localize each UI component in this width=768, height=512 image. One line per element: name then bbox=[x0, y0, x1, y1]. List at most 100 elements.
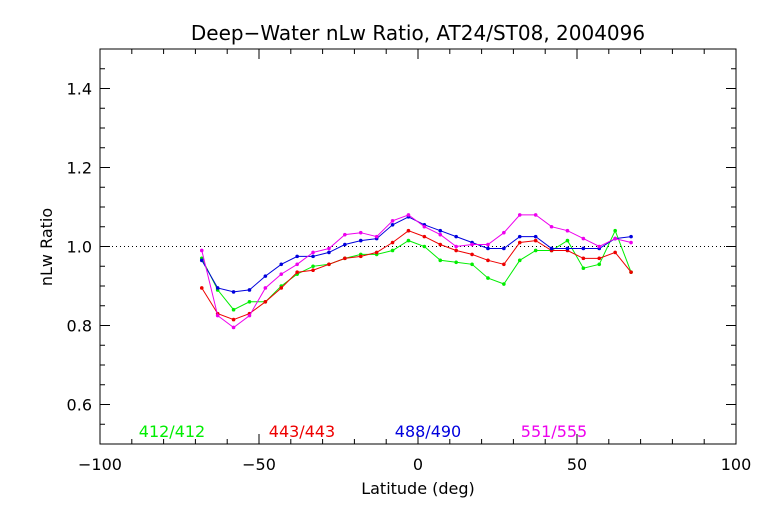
data-point bbox=[517, 234, 522, 239]
data-point bbox=[199, 258, 204, 263]
data-point bbox=[358, 230, 363, 235]
series-group bbox=[199, 213, 633, 330]
data-point bbox=[422, 244, 427, 249]
legend-entry: 488/490 bbox=[395, 422, 461, 441]
series-line bbox=[201, 230, 632, 321]
y-tick-label: 0.8 bbox=[67, 317, 92, 336]
data-point bbox=[390, 219, 395, 223]
series-line bbox=[201, 214, 632, 329]
data-point bbox=[231, 317, 236, 322]
y-tick-label: 1.2 bbox=[67, 159, 92, 178]
y-tick-label: 1.0 bbox=[67, 238, 92, 257]
data-point bbox=[327, 250, 331, 255]
data-point bbox=[358, 254, 363, 259]
x-tick-label: 100 bbox=[721, 455, 752, 474]
data-point bbox=[311, 264, 315, 269]
data-point bbox=[199, 286, 204, 290]
data-point bbox=[533, 238, 538, 243]
data-point bbox=[327, 262, 331, 267]
legend-entry: 412/412 bbox=[139, 422, 205, 441]
data-point bbox=[486, 246, 490, 251]
data-point bbox=[517, 240, 522, 245]
data-point bbox=[502, 262, 506, 267]
data-point bbox=[279, 272, 284, 276]
data-point bbox=[533, 234, 538, 239]
data-point bbox=[486, 242, 490, 247]
data-point bbox=[549, 246, 554, 251]
data-point bbox=[327, 246, 331, 251]
data-point bbox=[581, 266, 586, 271]
legend: 412/412 443/443 488/490 551/555 bbox=[139, 422, 587, 441]
data-point bbox=[422, 234, 427, 239]
data-point bbox=[597, 244, 602, 249]
data-point bbox=[406, 228, 411, 233]
data-point bbox=[263, 300, 268, 304]
data-point bbox=[438, 258, 443, 263]
data-point bbox=[374, 234, 379, 239]
data-point bbox=[231, 325, 236, 330]
x-axis-label: Latitude (deg) bbox=[361, 479, 475, 498]
data-point bbox=[549, 224, 554, 229]
legend-entry: 551/555 bbox=[521, 422, 587, 441]
data-point bbox=[311, 254, 315, 259]
data-point bbox=[613, 250, 617, 255]
data-point bbox=[279, 286, 284, 290]
data-point bbox=[502, 246, 506, 251]
series-551-555 bbox=[199, 213, 633, 330]
data-point bbox=[454, 248, 458, 253]
data-point bbox=[263, 286, 268, 290]
data-point bbox=[231, 307, 236, 312]
y-tick-label: 1.4 bbox=[67, 80, 92, 99]
data-point bbox=[517, 213, 522, 217]
data-point bbox=[565, 238, 570, 243]
data-point bbox=[343, 232, 347, 237]
data-point bbox=[613, 228, 617, 233]
data-point bbox=[565, 246, 570, 251]
data-point bbox=[533, 248, 538, 253]
data-point bbox=[502, 230, 506, 235]
legend-entry: 443/443 bbox=[269, 422, 335, 441]
y-tick-label: 0.6 bbox=[67, 396, 92, 415]
data-point bbox=[581, 246, 586, 251]
data-point bbox=[486, 276, 490, 280]
data-point bbox=[597, 262, 602, 267]
series-412-412 bbox=[199, 228, 633, 312]
data-point bbox=[279, 262, 284, 267]
data-point bbox=[454, 244, 458, 249]
data-point bbox=[295, 262, 299, 267]
data-point bbox=[247, 313, 252, 318]
data-point bbox=[406, 213, 411, 217]
data-point bbox=[343, 256, 347, 261]
x-tick-label: −100 bbox=[78, 455, 122, 474]
data-point bbox=[517, 258, 522, 263]
data-point bbox=[358, 238, 363, 243]
data-point bbox=[613, 236, 617, 241]
data-point bbox=[343, 242, 347, 247]
data-point bbox=[295, 254, 299, 259]
data-point bbox=[247, 300, 252, 304]
tick-labels: −100 −50 0 50 100 0.6 0.8 1.0 1.2 1.4 bbox=[67, 80, 752, 475]
data-point bbox=[215, 286, 220, 290]
data-point bbox=[565, 228, 570, 233]
data-point bbox=[199, 248, 204, 253]
data-point bbox=[422, 224, 427, 229]
data-point bbox=[263, 274, 268, 278]
data-point bbox=[215, 313, 220, 318]
data-point bbox=[502, 282, 506, 286]
y-axis-label: nLw Ratio bbox=[37, 208, 56, 286]
data-point bbox=[438, 228, 443, 233]
data-point bbox=[533, 213, 538, 217]
data-point bbox=[438, 242, 443, 247]
data-point bbox=[311, 250, 315, 255]
data-point bbox=[486, 258, 490, 263]
chart-title: Deep−Water nLw Ratio, AT24/ST08, 2004096 bbox=[191, 21, 645, 45]
data-point bbox=[438, 232, 443, 237]
x-tick-label: 50 bbox=[567, 455, 587, 474]
axis-ticks bbox=[99, 49, 737, 444]
data-point bbox=[597, 256, 602, 261]
data-point bbox=[581, 256, 586, 261]
data-point bbox=[406, 238, 411, 243]
data-point bbox=[470, 262, 474, 267]
data-point bbox=[374, 250, 379, 255]
